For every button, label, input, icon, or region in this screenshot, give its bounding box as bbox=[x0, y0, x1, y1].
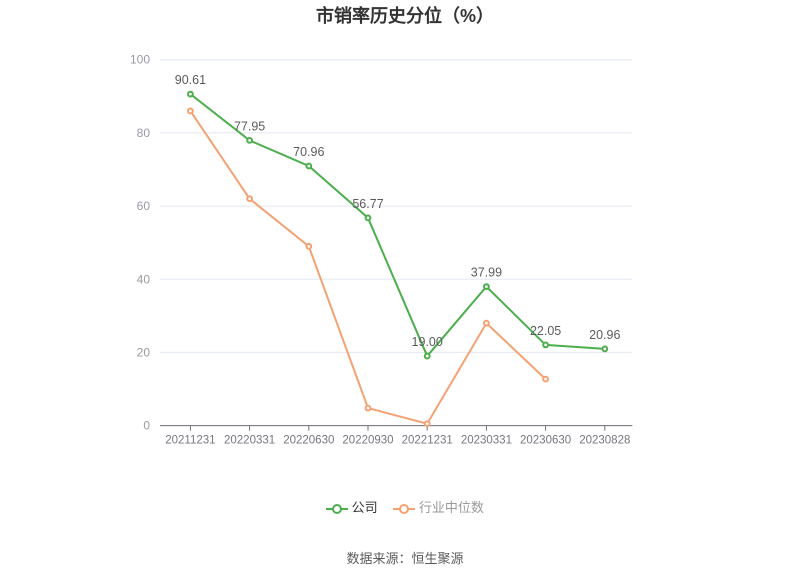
svg-text:20.96: 20.96 bbox=[589, 328, 620, 342]
svg-text:19.00: 19.00 bbox=[412, 335, 443, 349]
svg-text:20221231: 20221231 bbox=[402, 435, 453, 447]
svg-text:37.99: 37.99 bbox=[471, 266, 502, 280]
svg-text:20211231: 20211231 bbox=[165, 435, 215, 447]
svg-text:80: 80 bbox=[137, 126, 151, 140]
svg-text:0: 0 bbox=[143, 419, 150, 433]
svg-text:70.96: 70.96 bbox=[293, 145, 324, 159]
svg-text:40: 40 bbox=[137, 272, 151, 286]
svg-text:20220331: 20220331 bbox=[224, 435, 275, 447]
svg-text:20230630: 20230630 bbox=[520, 435, 571, 447]
svg-text:20230331: 20230331 bbox=[461, 435, 512, 447]
svg-text:20230828: 20230828 bbox=[579, 435, 630, 447]
svg-text:20220630: 20220630 bbox=[283, 435, 334, 447]
svg-text:20220930: 20220930 bbox=[342, 435, 393, 447]
svg-text:100: 100 bbox=[130, 53, 150, 67]
svg-text:60: 60 bbox=[137, 199, 151, 213]
svg-text:90.61: 90.61 bbox=[175, 73, 206, 87]
svg-text:56.77: 56.77 bbox=[352, 197, 383, 211]
svg-text:20: 20 bbox=[137, 345, 151, 359]
svg-text:22.05: 22.05 bbox=[530, 324, 561, 338]
svg-text:77.95: 77.95 bbox=[234, 119, 265, 133]
